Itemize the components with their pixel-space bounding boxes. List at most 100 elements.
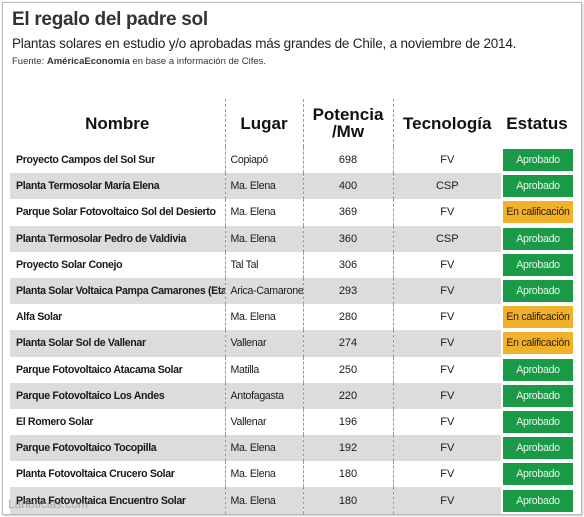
plant-place-cell: Ma. Elena	[225, 487, 304, 514]
plant-name-cell: Planta Fotovoltaica Crucero Solar	[10, 461, 226, 488]
plant-status-cell: Aprobado	[501, 173, 573, 199]
plant-place-cell: Copiapó	[225, 513, 304, 514]
plant-place-cell: Copiapó	[225, 147, 304, 174]
plant-status-cell: Aprobado	[501, 252, 573, 278]
plant-name-cell: Planta Termosolar María Elena	[10, 173, 226, 200]
status-badge: Aprobado	[503, 175, 573, 198]
plant-status-cell: Aprobado	[501, 147, 573, 173]
plant-power-cell: 180	[303, 461, 394, 488]
table-row: Planta Fotovoltaica Crucero Solar Ma. Ele…	[10, 461, 573, 488]
plant-power-cell: 162	[303, 513, 394, 514]
table-row: Parque Fotovoltaico Luz del NorteCopiapó…	[10, 513, 573, 515]
plant-tech-cell: FV	[440, 154, 455, 167]
table-row: El Romero Solar Vallenar 196 FV Aprobado	[10, 408, 573, 436]
plant-status-cell: En calificación	[501, 199, 573, 225]
plant-name-cell: Planta Solar Voltaica Pampa Camarones (E…	[10, 277, 226, 305]
plant-tech-cell: FV	[393, 435, 501, 462]
plant-name-cell: Proyecto Campos del Sol Sur	[10, 147, 226, 174]
plant-place-cell: Arica-Camarones	[225, 277, 304, 305]
plant-power-cell: 192	[303, 435, 394, 462]
plant-place-cell: Tal Tal	[225, 251, 304, 278]
status-badge: En calificación	[503, 201, 573, 224]
status-badge: Aprobado	[503, 463, 573, 486]
table-row: Planta Solar Voltaica Pampa Camarones (E…	[10, 277, 573, 305]
plant-place-cell: Ma. Elena	[225, 173, 304, 200]
plant-place-cell: Ma. Elena	[225, 225, 304, 252]
plant-power-cell: 306	[303, 251, 394, 278]
plant-status-cell: Aprobado	[501, 435, 573, 461]
status-badge: En calificación	[503, 306, 573, 329]
table-row: Planta Termosolar María Elena Ma. Elena 40…	[10, 173, 573, 200]
plant-status-cell: Aprobado	[501, 226, 573, 252]
watermark: Lanoticias.com	[8, 497, 89, 511]
source-note: Fuente: AméricaEconomía en base a inform…	[12, 56, 266, 67]
status-badge: En calificación	[503, 332, 573, 355]
plant-power-cell: 360	[303, 225, 394, 252]
plant-status-cell: Aprobado	[501, 357, 573, 383]
plant-tech-cell: FV	[393, 382, 501, 409]
source-name: AméricaEconomía	[46, 56, 130, 67]
plant-tech-cell: FV	[440, 311, 455, 324]
plant-status-cell: Aprobado	[501, 409, 573, 435]
plant-place-cell: Ma. Elena	[225, 461, 304, 488]
status-badge: Aprobado	[503, 410, 573, 433]
plant-power-cell: 280	[303, 304, 394, 331]
plant-place-cell: Ma. Elena	[225, 304, 304, 331]
plant-status-cell: En calificación	[501, 330, 573, 356]
plant-name-cell: Planta Fotovoltaica Encuentro Solar	[10, 487, 226, 514]
power-header-line1: Potencia	[312, 105, 384, 124]
plant-place-cell: Ma. Elena	[225, 435, 304, 462]
plant-tech-cell: FV	[393, 277, 501, 305]
column-header-place: Lugar	[225, 99, 304, 147]
plant-status-cell: Aprobado	[501, 278, 573, 304]
plant-status-cell: Aprobado	[501, 487, 573, 513]
plant-name-cell: Planta Solar Sol de Vallenar	[10, 330, 226, 357]
plant-power-cell: 274	[303, 330, 394, 357]
table-row: Parque Fotovoltaico Tocopilla Ma. Elena 19…	[10, 435, 573, 462]
plant-status-cell: Aprobado	[501, 514, 573, 515]
plant-tech-cell: FV	[440, 363, 455, 376]
plant-tech-cell: FV	[393, 330, 501, 357]
plant-tech-cell: FV	[393, 487, 501, 514]
plant-power-cell: 196	[303, 408, 394, 436]
plant-name-cell: El Romero Solar	[10, 408, 226, 436]
table-row: Alfa Solar Ma. Elena 280 FV En calificación	[10, 304, 573, 331]
plant-name-cell: Parque Fotovoltaico Tocopilla	[10, 435, 226, 462]
column-header-power: Potencia/Mw	[303, 99, 394, 147]
plant-place-cell: Vallenar	[225, 330, 304, 357]
plant-tech-cell: FV	[440, 415, 455, 428]
plant-power-cell: 400	[303, 173, 394, 200]
status-badge: Aprobado	[503, 227, 573, 250]
infographic-title: El regalo del padre sol	[12, 9, 208, 30]
table-row: Parque Solar Fotovoltaico Sol del Desier…	[10, 199, 573, 226]
plant-tech-cell: CSP	[393, 173, 501, 200]
plant-power-cell: 220	[303, 382, 394, 409]
plant-tech-cell: FV	[440, 258, 455, 271]
solar-plants-table: Nombre Lugar Potencia/Mw Tecnología Esta…	[10, 99, 574, 515]
source-suffix: en base a información de Cifes.	[129, 56, 267, 67]
status-badge: Aprobado	[503, 437, 573, 460]
infographic-subtitle: Plantas solares en estudio y/o aprobadas…	[12, 36, 517, 51]
column-header-status: Estatus	[506, 113, 568, 133]
plant-power-cell: 698	[303, 147, 394, 174]
plant-power-cell: 293	[303, 277, 394, 305]
plant-place-cell: Antofagasta	[225, 382, 304, 409]
table-row: Planta Termosolar Pedro de Valdivia Ma. E…	[10, 225, 573, 252]
plant-name-cell: Parque Fotovoltaico Los Andes	[10, 382, 226, 409]
table-header-row: Nombre Lugar Potencia/Mw Tecnología Esta…	[10, 99, 573, 147]
plant-tech-cell: CSP	[393, 225, 501, 252]
status-badge: Aprobado	[503, 280, 573, 303]
plant-power-cell: 250	[303, 356, 394, 383]
plant-place-cell: Matilla	[225, 356, 304, 383]
power-header-line2: /Mw	[331, 122, 365, 141]
plant-tech-cell: FV	[440, 206, 455, 219]
table-row: Proyecto Campos del Sol Sur Copiapó 698 FV A…	[10, 147, 573, 174]
plant-power-cell: 180	[303, 487, 394, 514]
plant-status-cell: En calificación	[501, 304, 573, 330]
table-row: Proyecto Solar Conejo Tal Tal 306 FV Aprobad…	[10, 251, 573, 278]
column-header-name: Nombre	[10, 99, 226, 147]
plant-name-cell: Proyecto Solar Conejo	[10, 251, 226, 278]
plant-name-cell: Parque Fotovoltaico Atacama Solar	[10, 356, 226, 383]
table-row: Planta Solar Sol de Vallenar Vallenar 274 F…	[10, 330, 573, 357]
